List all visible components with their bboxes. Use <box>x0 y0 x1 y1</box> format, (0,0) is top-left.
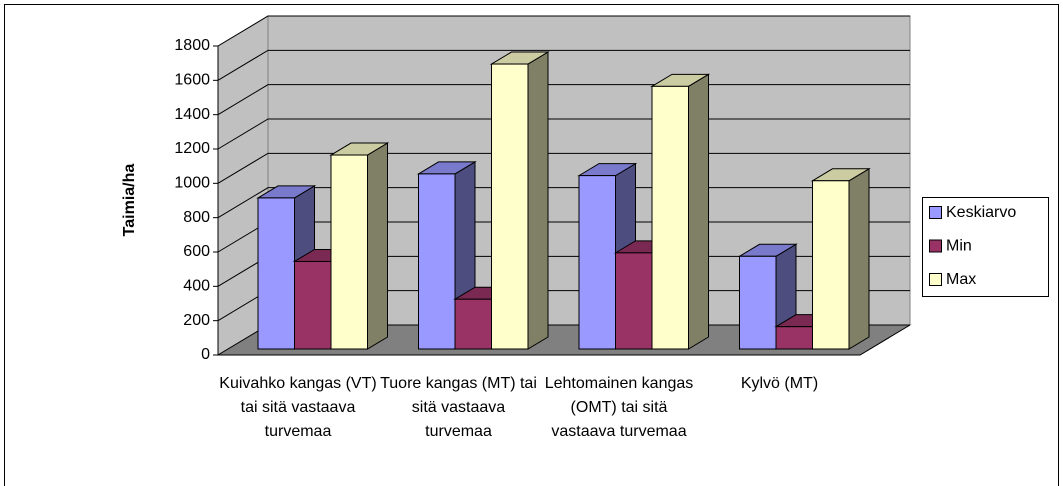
bar <box>739 255 777 350</box>
y-tick-label: 1000 <box>174 175 210 192</box>
bar <box>775 326 813 350</box>
y-axis-title: Taimia/ha <box>121 164 138 237</box>
bar <box>294 260 332 350</box>
x-tick-label: Tuore kangas (MT) tai sitä vastaava turv… <box>380 375 537 440</box>
bar <box>257 197 295 350</box>
bar-side <box>367 142 388 350</box>
y-tick-label: 200 <box>183 312 210 329</box>
legend-label: Min <box>946 238 972 255</box>
bar <box>578 175 616 350</box>
x-tick-label: Kuivahko kangas (VT) tai sitä vastaava t… <box>219 375 377 440</box>
y-tick-label: 400 <box>183 278 210 295</box>
y-tick-label: 0 <box>201 346 210 363</box>
y-tick-label: 800 <box>183 209 210 226</box>
bar-side <box>848 167 870 350</box>
y-tick-label: 1800 <box>174 37 210 54</box>
y-tick-label: 1400 <box>174 106 210 123</box>
x-axis <box>218 324 911 356</box>
bar <box>330 154 368 350</box>
bar <box>418 173 456 350</box>
legend-label: Keskiarvo <box>946 204 1016 221</box>
bar <box>491 63 529 350</box>
legend <box>922 197 1049 297</box>
legend-swatch <box>929 239 942 253</box>
bar-side <box>527 51 549 350</box>
y-tick-label: 1200 <box>174 140 210 157</box>
legend-swatch <box>929 273 942 286</box>
grid-line <box>217 15 910 47</box>
x-tick-label: Kylvö (MT) <box>740 375 819 392</box>
bar-side <box>688 73 709 350</box>
legend-swatch <box>929 206 942 219</box>
bar <box>812 180 850 350</box>
x-tick-label: Lehtomainen kangas (OMT) tai sitä vastaa… <box>544 375 694 440</box>
y-tick-label: 1600 <box>174 72 210 89</box>
legend-label: Max <box>946 271 976 288</box>
grid-line <box>217 49 910 81</box>
bar <box>454 298 492 350</box>
bar <box>651 85 689 350</box>
bar <box>615 252 653 350</box>
y-tick-label: 600 <box>183 243 210 260</box>
